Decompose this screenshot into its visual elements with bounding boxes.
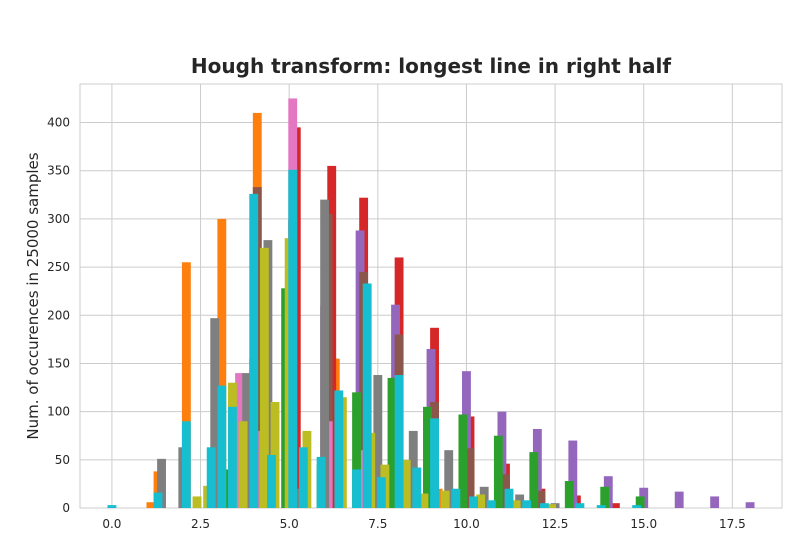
bar-series-7 — [458, 414, 468, 508]
bar-series-1 — [181, 262, 191, 508]
y-tick-label: 250 — [47, 260, 70, 274]
y-tick-labels: 0 50 100 150 200 250 300 350 400 — [47, 116, 70, 515]
bar-series-8 — [259, 247, 269, 508]
bar-series-9 — [153, 492, 163, 508]
bar-series-6 — [320, 199, 330, 509]
bar-series-3 — [710, 496, 720, 508]
bar-series-7 — [564, 481, 574, 508]
bar-series-7 — [529, 452, 539, 508]
y-tick-label: 50 — [55, 453, 70, 467]
bar-series-9 — [217, 385, 227, 508]
bar-series-9 — [376, 477, 386, 508]
bar-series-9 — [352, 469, 361, 508]
bar-series-8 — [440, 490, 450, 508]
bar-series-7 — [387, 377, 397, 508]
bar-series-1 — [217, 218, 227, 508]
chart-title: Hough transform: longest line in right h… — [191, 54, 671, 78]
bar-series-7 — [352, 392, 361, 508]
bar-series-4 — [465, 448, 475, 508]
bar-series-9 — [316, 456, 326, 508]
bars — [107, 98, 755, 509]
bar-series-9 — [107, 505, 117, 508]
bar-series-9 — [522, 500, 532, 508]
bar-series-8 — [511, 500, 521, 508]
bar-series-7 — [493, 435, 503, 508]
y-tick-label: 350 — [47, 164, 70, 178]
y-tick-label: 400 — [47, 116, 70, 130]
bar-series-6 — [373, 375, 383, 508]
bar-series-6 — [210, 318, 220, 508]
bar-series-1 — [146, 502, 156, 508]
bar-series-9 — [334, 390, 344, 508]
bar-series-9 — [469, 496, 478, 508]
bar-series-3 — [674, 491, 684, 508]
y-tick-label: 0 — [62, 501, 70, 515]
y-tick-label: 100 — [47, 405, 70, 419]
x-tick-label: 12.5 — [542, 517, 569, 531]
bar-series-9 — [267, 455, 276, 508]
bar-series-4 — [536, 490, 546, 508]
x-tick-label: 5.0 — [280, 517, 299, 531]
bar-series-8 — [419, 493, 429, 508]
x-tick-label: 2.5 — [191, 517, 210, 531]
bar-series-9 — [504, 488, 514, 508]
bar-series-9 — [540, 503, 549, 508]
x-tick-labels: 0.0 2.5 5.0 7.5 10.0 12.5 15.0 17.5 — [102, 517, 745, 531]
bar-series-8 — [476, 494, 486, 508]
bar-series-6 — [444, 450, 454, 508]
bar-series-9 — [249, 193, 259, 508]
bar-series-8 — [401, 459, 411, 508]
bar-series-9 — [632, 505, 642, 508]
bar-series-2 — [610, 503, 620, 508]
bar-series-9 — [288, 169, 298, 508]
bar-series-9 — [181, 421, 191, 508]
bar-series-7 — [600, 486, 610, 508]
bar-series-9 — [596, 505, 606, 508]
x-tick-label: 17.5 — [719, 517, 746, 531]
bar-series-9 — [451, 488, 461, 508]
bar-series-3 — [568, 440, 578, 508]
bar-series-9 — [298, 447, 308, 508]
x-tick-label: 0.0 — [102, 517, 121, 531]
bar-series-9 — [486, 500, 496, 508]
bar-series-9 — [206, 447, 216, 508]
bar-series-7 — [635, 496, 645, 508]
y-tick-label: 150 — [47, 356, 70, 370]
bar-series-9 — [430, 418, 439, 508]
bar-series-9 — [394, 375, 404, 508]
y-tick-label: 300 — [47, 212, 70, 226]
y-tick-label: 200 — [47, 308, 70, 322]
bar-series-9 — [228, 406, 237, 508]
bar-series-8 — [547, 504, 556, 508]
x-tick-label: 10.0 — [453, 517, 480, 531]
bar-series-3 — [745, 502, 755, 508]
bar-series-8 — [192, 496, 202, 508]
bar-series-7 — [423, 406, 432, 508]
bar-series-9 — [412, 467, 422, 508]
y-axis-label: Num. of occurences in 25000 samples — [24, 152, 42, 439]
bar-series-9 — [362, 283, 372, 508]
bar-series-8 — [238, 421, 248, 508]
bar-series-9 — [575, 503, 585, 508]
x-tick-label: 15.0 — [630, 517, 657, 531]
bar-series-6 — [157, 458, 166, 508]
x-tick-label: 7.5 — [368, 517, 387, 531]
